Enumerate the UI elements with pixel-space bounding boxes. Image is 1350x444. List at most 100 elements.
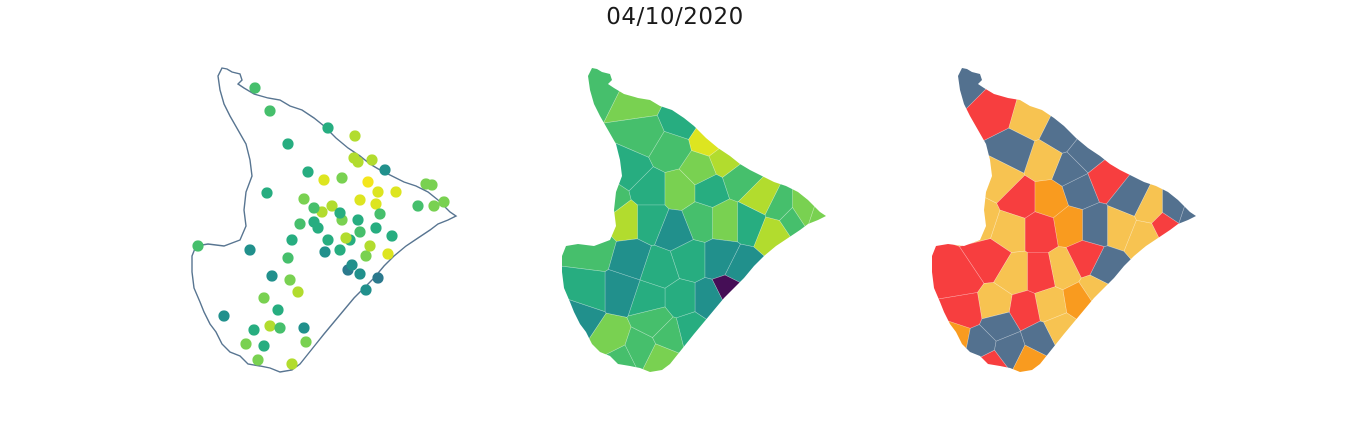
municipality-cell — [1151, 212, 1196, 350]
figure-title: 04/10/2020 — [606, 4, 744, 30]
station-point — [264, 320, 276, 332]
municipality-cell — [562, 207, 617, 272]
municipality-cell — [932, 162, 1001, 247]
station-point — [334, 207, 346, 219]
municipality-cell — [708, 68, 826, 178]
municipality-cell — [1162, 68, 1196, 224]
station-point — [346, 259, 358, 271]
station-point — [370, 198, 382, 210]
station-point — [266, 270, 278, 282]
municipality-cell — [639, 343, 726, 372]
station-point — [364, 240, 376, 252]
station-point — [362, 176, 374, 188]
station-point — [318, 174, 330, 186]
station-points — [192, 82, 450, 370]
station-point — [354, 268, 366, 280]
station-point — [302, 166, 314, 178]
points-map — [191, 67, 458, 373]
station-point — [272, 304, 284, 316]
station-point — [240, 338, 252, 350]
station-point — [354, 226, 366, 238]
municipality-cell — [688, 68, 826, 157]
station-point — [360, 284, 372, 296]
station-point — [249, 82, 261, 94]
station-point — [292, 286, 304, 298]
municipality-cells — [932, 68, 1196, 372]
municipality-cell — [724, 243, 826, 335]
station-point — [298, 193, 310, 205]
station-point — [374, 208, 386, 220]
station-point — [412, 200, 424, 212]
station-point — [274, 322, 286, 334]
municipality-cell — [712, 198, 738, 243]
municipality-cell — [1078, 274, 1196, 372]
station-point — [286, 358, 298, 370]
station-point — [322, 122, 334, 134]
municipality-cell — [711, 274, 826, 372]
municipality-cell — [990, 209, 1026, 253]
station-point — [286, 234, 298, 246]
municipality-cell — [1123, 219, 1196, 349]
municipality-cell — [979, 311, 1021, 342]
station-point — [334, 244, 346, 256]
station-point — [284, 274, 296, 286]
station-point — [428, 200, 440, 212]
station-point — [354, 194, 366, 206]
municipality-cells — [562, 68, 826, 372]
station-point — [294, 218, 306, 230]
station-point — [312, 222, 324, 234]
municipality-cell — [675, 311, 796, 372]
station-point — [322, 234, 334, 246]
municipality-cell — [1038, 68, 1146, 154]
station-point — [382, 248, 394, 260]
municipality-cell — [1178, 114, 1196, 314]
state-outline — [191, 67, 458, 373]
station-point — [300, 336, 312, 348]
station-point — [282, 138, 294, 150]
station-point — [244, 244, 256, 256]
municipality-cell — [1043, 312, 1176, 372]
station-point — [360, 250, 372, 262]
station-point — [282, 252, 294, 264]
station-point — [390, 186, 402, 198]
station-point — [352, 156, 364, 168]
station-point — [336, 172, 348, 184]
station-point — [372, 272, 384, 284]
station-point — [352, 214, 364, 226]
municipality-cell — [656, 68, 746, 140]
municipality-cell — [1082, 202, 1108, 247]
municipality-cell — [1066, 68, 1196, 174]
station-point — [252, 354, 264, 366]
station-point — [438, 196, 450, 208]
station-point — [218, 310, 230, 322]
risk-map — [932, 68, 1196, 372]
station-point — [370, 222, 382, 234]
station-point — [340, 232, 352, 244]
station-point — [349, 130, 361, 142]
municipality-cell — [627, 279, 666, 317]
station-point — [298, 322, 310, 334]
station-point — [264, 105, 276, 117]
municipality-cell — [737, 201, 767, 248]
station-point — [192, 240, 204, 252]
municipality-cell — [792, 68, 826, 230]
station-point — [420, 178, 432, 190]
station-point — [319, 246, 331, 258]
station-point — [372, 186, 384, 198]
station-point — [261, 187, 273, 199]
station-point — [386, 230, 398, 242]
municipality-cell — [1010, 344, 1096, 372]
municipality-cell — [704, 238, 741, 280]
station-point — [326, 200, 338, 212]
station-point — [366, 154, 378, 166]
municipality-cell — [1024, 211, 1059, 253]
municipality-cell — [1027, 252, 1056, 294]
municipality-cell — [604, 269, 641, 318]
station-point — [258, 340, 270, 352]
municipality-cell — [626, 306, 674, 338]
station-point — [248, 324, 260, 336]
station-point — [308, 202, 320, 214]
station-point — [379, 164, 391, 176]
choropleth-map — [562, 68, 826, 372]
municipality-cell — [562, 344, 641, 372]
